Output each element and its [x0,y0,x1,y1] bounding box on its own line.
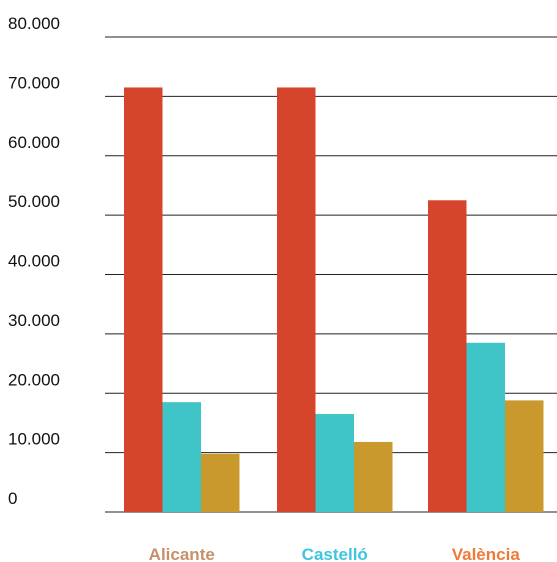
y-tick-label: 20.000 [8,370,60,389]
bar-alicante-s3 [201,453,240,512]
bar-valència-s1 [428,200,467,512]
x-tick-label: València [452,545,521,562]
y-tick-label: 30.000 [8,311,60,330]
bar-castelló-s1 [277,87,316,512]
y-tick-label: 10.000 [8,430,60,449]
bar-alicante-s2 [162,402,201,512]
y-axis: 0 10.000 20.000 30.000 40.000 50.000 60.000 70.… [8,14,60,508]
bar-valència-s2 [466,342,505,512]
y-tick-label: 70.000 [8,73,60,92]
y-tick-label: 60.000 [8,133,60,152]
y-tick-label: 50.000 [8,192,60,211]
y-tick-label: 0 [8,489,17,508]
x-tick-label: Alicante [149,545,215,562]
bar-castelló-s3 [354,441,393,512]
x-tick-label: Castelló [302,545,368,562]
bars [124,87,544,512]
bar-valència-s3 [505,400,544,512]
y-tick-label: 40.000 [8,252,60,271]
bar-alicante-s1 [124,87,163,512]
y-tick-label: 80.000 [8,14,60,33]
x-axis: Alicante Castelló València [149,545,521,562]
bar-castelló-s2 [315,414,354,512]
